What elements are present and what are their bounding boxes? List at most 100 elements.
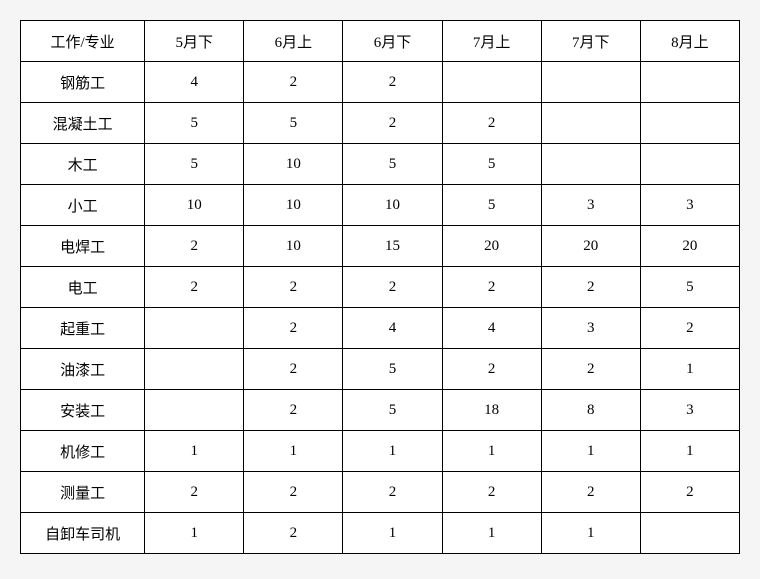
data-cell: 5 <box>640 267 739 308</box>
data-cell <box>541 103 640 144</box>
row-label-cell: 机修工 <box>21 431 145 472</box>
data-cell: 5 <box>442 144 541 185</box>
data-cell: 10 <box>244 226 343 267</box>
table-row: 测量工222222 <box>21 472 740 513</box>
schedule-table: 工作/专业 5月下 6月上 6月下 7月上 7月下 8月上 钢筋工422混凝土工… <box>20 20 740 554</box>
data-cell: 5 <box>145 103 244 144</box>
data-cell: 5 <box>442 185 541 226</box>
data-cell: 2 <box>640 472 739 513</box>
data-cell: 1 <box>343 431 442 472</box>
row-label-cell: 自卸车司机 <box>21 513 145 554</box>
table-row: 油漆工25221 <box>21 349 740 390</box>
table-row: 机修工111111 <box>21 431 740 472</box>
data-cell: 2 <box>244 62 343 103</box>
data-cell <box>145 390 244 431</box>
data-cell <box>145 308 244 349</box>
data-cell: 2 <box>244 390 343 431</box>
data-cell: 5 <box>145 144 244 185</box>
data-cell: 1 <box>442 513 541 554</box>
table-row: 小工101010533 <box>21 185 740 226</box>
data-cell: 4 <box>343 308 442 349</box>
data-cell <box>145 349 244 390</box>
table-row: 钢筋工422 <box>21 62 740 103</box>
data-cell: 2 <box>343 103 442 144</box>
data-cell: 2 <box>145 472 244 513</box>
data-cell: 5 <box>343 390 442 431</box>
data-cell: 1 <box>343 513 442 554</box>
data-cell: 2 <box>541 472 640 513</box>
data-cell: 20 <box>541 226 640 267</box>
data-cell: 10 <box>244 144 343 185</box>
row-label-cell: 木工 <box>21 144 145 185</box>
data-cell: 1 <box>541 513 640 554</box>
table-body: 钢筋工422混凝土工5522木工51055小工101010533电焊工21015… <box>21 62 740 554</box>
data-cell: 5 <box>343 144 442 185</box>
data-cell: 3 <box>541 308 640 349</box>
data-cell: 1 <box>145 431 244 472</box>
header-cell: 6月上 <box>244 21 343 62</box>
data-cell: 1 <box>145 513 244 554</box>
data-cell: 10 <box>145 185 244 226</box>
data-cell: 8 <box>541 390 640 431</box>
data-cell: 3 <box>541 185 640 226</box>
data-cell <box>442 62 541 103</box>
data-cell: 20 <box>640 226 739 267</box>
row-label-cell: 测量工 <box>21 472 145 513</box>
data-cell <box>541 62 640 103</box>
data-cell <box>640 62 739 103</box>
table-row: 自卸车司机12111 <box>21 513 740 554</box>
data-cell: 2 <box>442 267 541 308</box>
data-cell: 2 <box>244 308 343 349</box>
data-cell: 3 <box>640 390 739 431</box>
table-row: 起重工24432 <box>21 308 740 349</box>
data-cell: 1 <box>442 431 541 472</box>
row-label-cell: 电焊工 <box>21 226 145 267</box>
row-label-cell: 混凝土工 <box>21 103 145 144</box>
row-label-cell: 起重工 <box>21 308 145 349</box>
data-cell <box>640 144 739 185</box>
data-cell: 5 <box>244 103 343 144</box>
data-cell: 1 <box>244 431 343 472</box>
data-cell: 20 <box>442 226 541 267</box>
data-cell: 2 <box>244 472 343 513</box>
data-cell: 10 <box>244 185 343 226</box>
data-cell: 2 <box>442 103 541 144</box>
header-cell: 7月上 <box>442 21 541 62</box>
data-cell <box>640 513 739 554</box>
data-cell: 2 <box>442 472 541 513</box>
header-cell: 7月下 <box>541 21 640 62</box>
data-cell <box>640 103 739 144</box>
data-cell: 2 <box>145 267 244 308</box>
table-row: 混凝土工5522 <box>21 103 740 144</box>
table-row: 电工222225 <box>21 267 740 308</box>
table-header-row: 工作/专业 5月下 6月上 6月下 7月上 7月下 8月上 <box>21 21 740 62</box>
header-cell: 5月下 <box>145 21 244 62</box>
data-cell: 2 <box>244 513 343 554</box>
data-cell: 2 <box>145 226 244 267</box>
data-cell: 5 <box>343 349 442 390</box>
table-row: 木工51055 <box>21 144 740 185</box>
data-cell: 4 <box>442 308 541 349</box>
row-label-cell: 钢筋工 <box>21 62 145 103</box>
header-cell: 8月上 <box>640 21 739 62</box>
table-row: 电焊工21015202020 <box>21 226 740 267</box>
table-container: 工作/专业 5月下 6月上 6月下 7月上 7月下 8月上 钢筋工422混凝土工… <box>20 20 740 554</box>
row-label-cell: 安装工 <box>21 390 145 431</box>
table-row: 安装工 251883 <box>21 390 740 431</box>
row-label-cell: 电工 <box>21 267 145 308</box>
data-cell: 2 <box>244 267 343 308</box>
data-cell: 2 <box>541 267 640 308</box>
data-cell: 2 <box>343 472 442 513</box>
data-cell: 15 <box>343 226 442 267</box>
data-cell: 2 <box>244 349 343 390</box>
data-cell: 2 <box>640 308 739 349</box>
data-cell: 4 <box>145 62 244 103</box>
data-cell: 2 <box>541 349 640 390</box>
header-cell: 工作/专业 <box>21 21 145 62</box>
data-cell: 3 <box>640 185 739 226</box>
data-cell: 1 <box>640 431 739 472</box>
row-label-cell: 小工 <box>21 185 145 226</box>
data-cell: 10 <box>343 185 442 226</box>
data-cell: 18 <box>442 390 541 431</box>
data-cell: 1 <box>640 349 739 390</box>
